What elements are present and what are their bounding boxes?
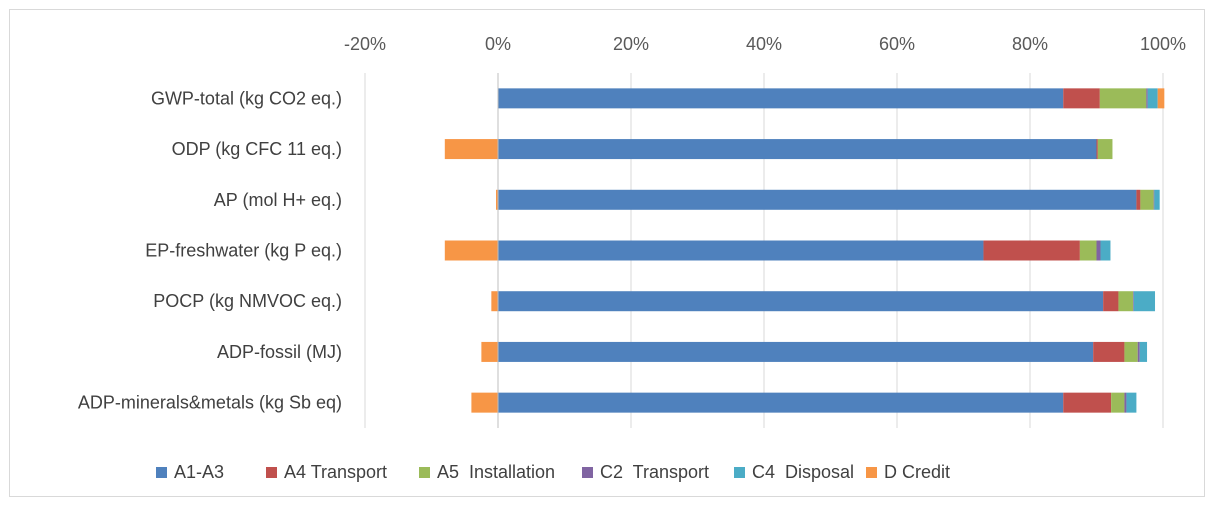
bar-segment: [1139, 341, 1148, 362]
category-label: ODP (kg CFC 11 eq.): [172, 139, 342, 159]
x-tick-label: 0%: [485, 34, 511, 54]
bar-segment: [1093, 341, 1125, 362]
category-label: EP-freshwater (kg P eq.): [145, 241, 342, 261]
bar-segment: [1133, 291, 1156, 312]
category-label: ADP-minerals&metals (kg Sb eq): [78, 393, 342, 413]
bar-segment: [983, 240, 1080, 261]
legend-swatch: [419, 467, 430, 478]
bar-segment: [1111, 392, 1125, 413]
bar-segment: [498, 392, 1064, 413]
bar-segment: [1063, 88, 1100, 109]
bar-segment: [1157, 88, 1165, 109]
bar-segment: [498, 88, 1064, 109]
x-tick-label: 100%: [1140, 34, 1186, 54]
bar-segment: [1079, 240, 1097, 261]
x-tick-label: 60%: [879, 34, 915, 54]
bar-segment: [498, 291, 1104, 312]
bar-segment: [1136, 189, 1141, 210]
bar-segment: [1146, 88, 1148, 109]
bar-segment: [471, 392, 498, 413]
legend-label: C2 Transport: [600, 462, 709, 482]
bar-segment: [481, 341, 498, 362]
legend-label: D Credit: [884, 462, 950, 482]
x-tick-label: 40%: [746, 34, 782, 54]
bar-segment: [498, 139, 1097, 160]
bar-segment: [498, 189, 1137, 210]
legend-swatch: [156, 467, 167, 478]
bar-segment: [1124, 341, 1138, 362]
bar-segment: [1103, 291, 1119, 312]
bar-segment: [444, 240, 498, 261]
bar-segment: [1137, 341, 1140, 362]
bar-segment: [1133, 291, 1134, 312]
legend-label: A5 Installation: [437, 462, 555, 482]
category-label: AP (mol H+ eq.): [214, 190, 342, 210]
bar-segment: [1153, 189, 1155, 210]
bar-segment: [1126, 392, 1137, 413]
category-label: POCP (kg NMVOC eq.): [153, 291, 342, 311]
bar-segment: [1096, 139, 1098, 160]
x-tick-label: 20%: [613, 34, 649, 54]
x-tick-label: -20%: [344, 34, 386, 54]
bar-segment: [498, 341, 1094, 362]
legend-swatch: [582, 467, 593, 478]
bar-segment: [496, 189, 498, 210]
bar-segment: [1154, 189, 1160, 210]
legend-label: A4 Transport: [284, 462, 387, 482]
x-tick-label: 80%: [1012, 34, 1048, 54]
bar-segment: [1147, 88, 1158, 109]
bar-segment: [444, 139, 498, 160]
bar-segment: [1140, 189, 1154, 210]
bar-segment: [491, 291, 498, 312]
category-label: ADP-fossil (MJ): [217, 342, 342, 362]
bar-segment: [1097, 139, 1113, 160]
bar-segment: [1099, 88, 1147, 109]
legend-swatch: [866, 467, 877, 478]
bar-segment: [1118, 291, 1134, 312]
legend-label: A1-A3: [174, 462, 224, 482]
bar-segment: [1096, 240, 1101, 261]
bar-segment: [1100, 240, 1111, 261]
legend-label: C4 Disposal: [752, 462, 854, 482]
bar-segment: [498, 240, 984, 261]
bar-segment: [1124, 392, 1127, 413]
category-label: GWP-total (kg CO2 eq.): [151, 88, 342, 108]
bar-segment: [1063, 392, 1112, 413]
legend-swatch: [266, 467, 277, 478]
legend-swatch: [734, 467, 745, 478]
